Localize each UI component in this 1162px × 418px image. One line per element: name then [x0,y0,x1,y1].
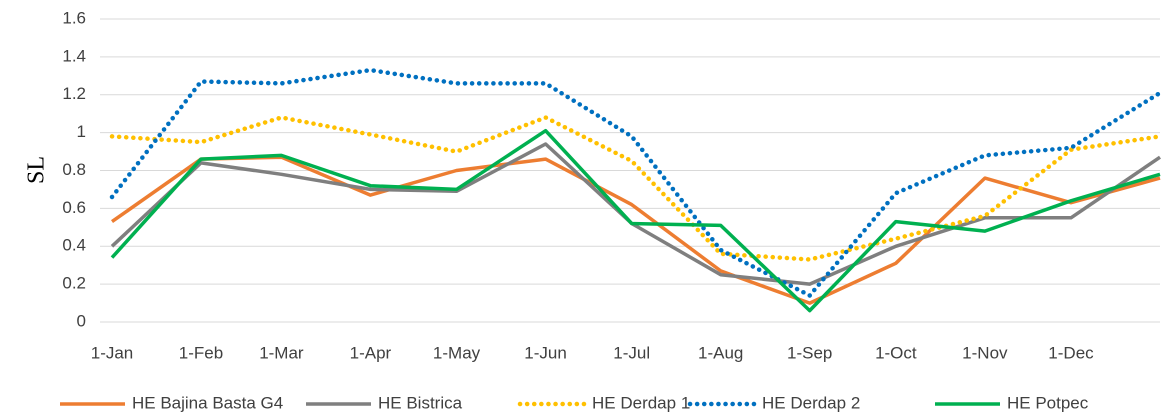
x-tick-label: 1-Dec [1048,343,1094,362]
y-tick-label: 1 [77,122,86,141]
x-tick-label: 1-Mar [259,343,304,362]
x-tick-label: 1-Jul [613,343,650,362]
legend-label: HE Derdap 2 [762,393,860,412]
series-line [110,128,1161,313]
y-tick-label: 0.6 [62,198,86,217]
y-tick-label: 1.6 [62,8,86,27]
x-tick-label: 1-Oct [875,343,917,362]
y-tick-label: 0 [77,311,86,330]
x-tick-label: 1-Jun [524,343,567,362]
y-tick-label: 1.4 [62,46,86,65]
legend-label: HE Potpec [1007,393,1089,412]
x-tick-label: 1-Nov [962,343,1008,362]
y-tick-label: 1.2 [62,84,86,103]
x-tick-label: 1-Feb [179,343,223,362]
x-tick-label: 1-Sep [787,343,832,362]
x-tick-label: 1-May [433,343,481,362]
y-tick-label: 0.2 [62,274,86,293]
series-line [110,155,1161,305]
x-tick-label: 1-Aug [698,343,743,362]
x-tick-label: 1-Jan [91,343,134,362]
series-line [109,67,1162,298]
y-tick-label: 0.8 [62,160,86,179]
y-tick-label: 0.4 [62,236,86,255]
legend-label: HE Bistrica [378,393,463,412]
series-line [109,115,1162,262]
y-axis-label: SL [24,156,50,184]
legend-label: HE Derdap 1 [592,393,690,412]
legend-label: HE Bajina Basta G4 [132,393,283,412]
x-tick-label: 1-Apr [350,343,392,362]
series-line [110,142,1161,286]
